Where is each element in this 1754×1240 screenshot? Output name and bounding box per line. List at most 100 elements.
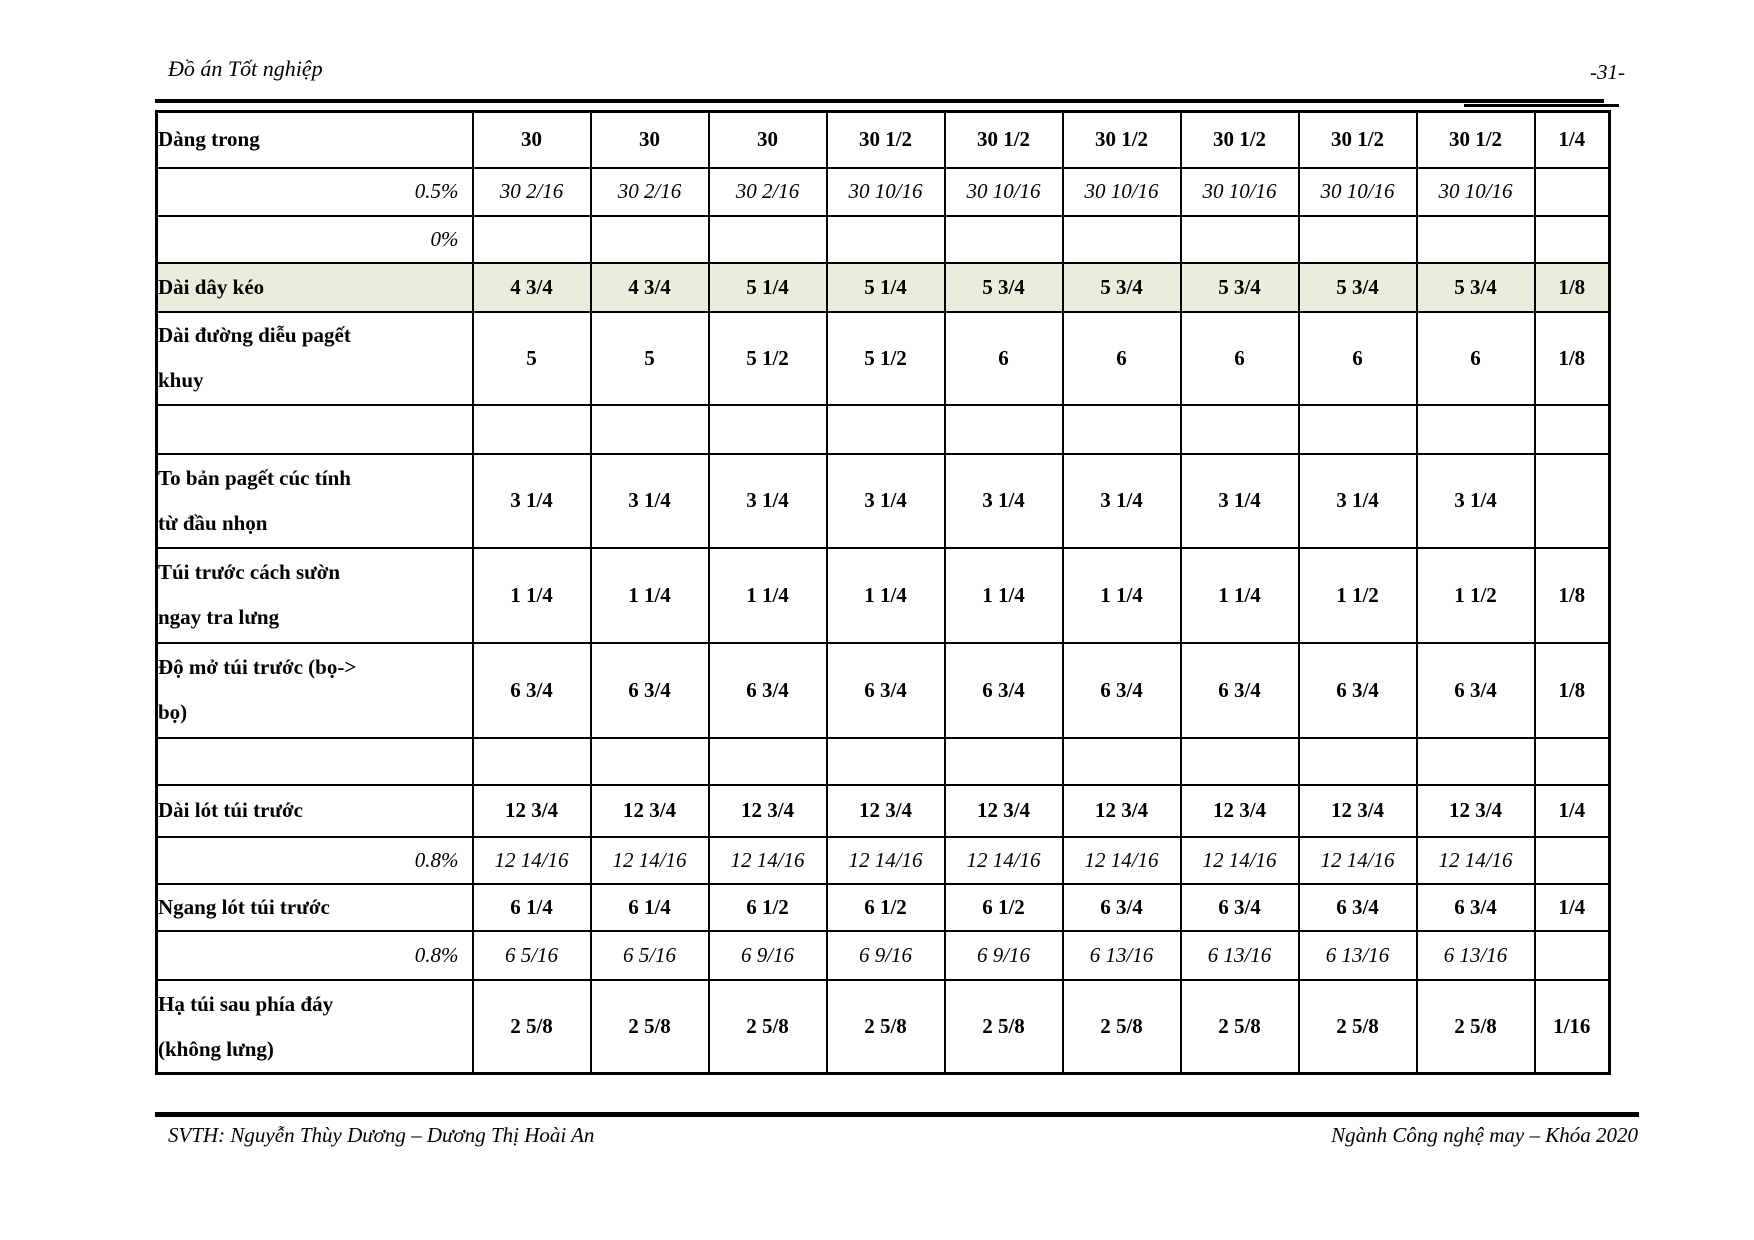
value-cell: 6 1/2 xyxy=(943,882,1064,932)
value-cell xyxy=(825,214,946,264)
value-cell xyxy=(1297,403,1418,455)
row-label-cell: Ngang lót túi trước xyxy=(155,882,474,932)
value-cell xyxy=(1415,214,1536,264)
value-cell: 30 1/2 xyxy=(1061,110,1182,169)
value-cell xyxy=(707,403,828,455)
row-label-cell: Túi trước cách sườn ngay tra lưng xyxy=(155,546,474,644)
value-cell: 30 2/16 xyxy=(589,166,710,217)
value-cell xyxy=(1061,214,1182,264)
value-cell: 1 1/4 xyxy=(471,546,592,644)
value-cell: 12 14/16 xyxy=(707,835,828,885)
value-cell: 3 1/4 xyxy=(1179,452,1300,549)
value-cell xyxy=(825,736,946,786)
table-row: 0% xyxy=(155,214,1611,264)
row-label-cell: 0.8% xyxy=(155,929,474,981)
value-cell: 6 9/16 xyxy=(825,929,946,981)
value-cell: 6 1/2 xyxy=(707,882,828,932)
value-cell: 6 3/4 xyxy=(707,641,828,739)
value-cell: 12 3/4 xyxy=(1415,783,1536,838)
table-row: Dàng trong 30 30 30 30 1/2 30 1/2 30 1/2 30 1/2… xyxy=(155,110,1611,169)
value-cell: 1 1/4 xyxy=(1179,546,1300,644)
row-label-cell xyxy=(155,736,474,786)
table-row: Ngang lót túi trước 6 1/4 6 1/4 6 1/2 6 1/2 6… xyxy=(155,882,1611,932)
value-cell: 5 3/4 xyxy=(1415,261,1536,313)
value-cell: 30 10/16 xyxy=(943,166,1064,217)
value-cell: 3 1/4 xyxy=(1061,452,1182,549)
value-cell: 12 14/16 xyxy=(589,835,710,885)
value-cell: 30 1/2 xyxy=(1179,110,1300,169)
value-cell xyxy=(943,736,1064,786)
value-cell: 30 10/16 xyxy=(1061,166,1182,217)
value-cell: 6 3/4 xyxy=(1297,882,1418,932)
value-cell: 6 3/4 xyxy=(471,641,592,739)
value-cell: 30 1/2 xyxy=(825,110,946,169)
header-rule-segment xyxy=(1464,104,1619,107)
value-cell: 6 xyxy=(1179,310,1300,406)
value-cell: 2 5/8 xyxy=(471,978,592,1075)
tolerance-cell xyxy=(1533,452,1611,549)
row-label-cell: 0% xyxy=(155,214,474,264)
tolerance-cell: 1/8 xyxy=(1533,641,1611,739)
value-cell: 30 xyxy=(707,110,828,169)
value-cell: 1 1/4 xyxy=(707,546,828,644)
value-cell xyxy=(707,736,828,786)
value-cell: 6 13/16 xyxy=(1061,929,1182,981)
value-cell: 12 14/16 xyxy=(1179,835,1300,885)
value-cell: 1 1/4 xyxy=(943,546,1064,644)
value-cell xyxy=(1061,736,1182,786)
value-cell xyxy=(943,403,1064,455)
value-cell: 6 3/4 xyxy=(1061,641,1182,739)
value-cell: 1 1/2 xyxy=(1297,546,1418,644)
footer-rule xyxy=(155,1112,1639,1117)
value-cell: 6 3/4 xyxy=(825,641,946,739)
value-cell: 5 3/4 xyxy=(1297,261,1418,313)
value-cell: 5 3/4 xyxy=(943,261,1064,313)
value-cell: 3 1/4 xyxy=(943,452,1064,549)
value-cell xyxy=(1415,736,1536,786)
value-cell: 6 9/16 xyxy=(707,929,828,981)
tolerance-cell: 1/4 xyxy=(1533,882,1611,932)
value-cell: 1 1/4 xyxy=(589,546,710,644)
value-cell xyxy=(471,403,592,455)
row-label-cell: 0.8% xyxy=(155,835,474,885)
value-cell: 2 5/8 xyxy=(707,978,828,1075)
table-row: 0.5% 30 2/16 30 2/16 30 2/16 30 10/16 30 10/1… xyxy=(155,166,1611,217)
tolerance-cell: 1/8 xyxy=(1533,310,1611,406)
footer-author: SVTH: Nguyễn Thùy Dương – Dương Thị Hoài… xyxy=(168,1123,595,1147)
value-cell xyxy=(1415,403,1536,455)
value-cell: 6 3/4 xyxy=(589,641,710,739)
value-cell: 5 1/2 xyxy=(707,310,828,406)
table-row: Túi trước cách sườn ngay tra lưng 1 1/4 1 … xyxy=(155,546,1611,644)
value-cell: 30 1/2 xyxy=(1415,110,1536,169)
row-label-cell: Độ mở túi trước (bọ-> bọ) xyxy=(155,641,474,739)
value-cell: 30 10/16 xyxy=(825,166,946,217)
value-cell: 2 5/8 xyxy=(589,978,710,1075)
value-cell: 30 2/16 xyxy=(471,166,592,217)
value-cell: 12 3/4 xyxy=(1061,783,1182,838)
row-label-cell: To bản pagết cúc tính từ đầu nhọn xyxy=(155,452,474,549)
value-cell xyxy=(589,736,710,786)
tolerance-cell xyxy=(1533,929,1611,981)
tolerance-cell: 1/4 xyxy=(1533,110,1611,169)
row-label-cell xyxy=(155,403,474,455)
value-cell: 5 3/4 xyxy=(1179,261,1300,313)
value-cell: 12 3/4 xyxy=(589,783,710,838)
table-row: Dài đường diễu pagết khuy 5 5 5 1/2 5 1/2 6 6 6… xyxy=(155,310,1611,406)
value-cell: 2 5/8 xyxy=(943,978,1064,1075)
value-cell: 6 xyxy=(943,310,1064,406)
footer-program: Ngành Công nghệ may – Khóa 2020 xyxy=(1331,1123,1638,1147)
value-cell: 6 3/4 xyxy=(1061,882,1182,932)
value-cell: 12 3/4 xyxy=(943,783,1064,838)
tolerance-cell xyxy=(1533,736,1611,786)
value-cell: 30 xyxy=(471,110,592,169)
measurement-table: Dàng trong 30 30 30 30 1/2 30 1/2 30 1/2 30 1/2… xyxy=(155,110,1611,1076)
page-number: -31- xyxy=(1590,60,1625,84)
row-label-cell: Dài đường diễu pagết khuy xyxy=(155,310,474,406)
value-cell: 2 5/8 xyxy=(825,978,946,1075)
tolerance-cell: 1/8 xyxy=(1533,261,1611,313)
value-cell: 3 1/4 xyxy=(471,452,592,549)
value-cell: 30 1/2 xyxy=(943,110,1064,169)
value-cell: 6 13/16 xyxy=(1297,929,1418,981)
value-cell: 12 14/16 xyxy=(1297,835,1418,885)
value-cell xyxy=(589,214,710,264)
